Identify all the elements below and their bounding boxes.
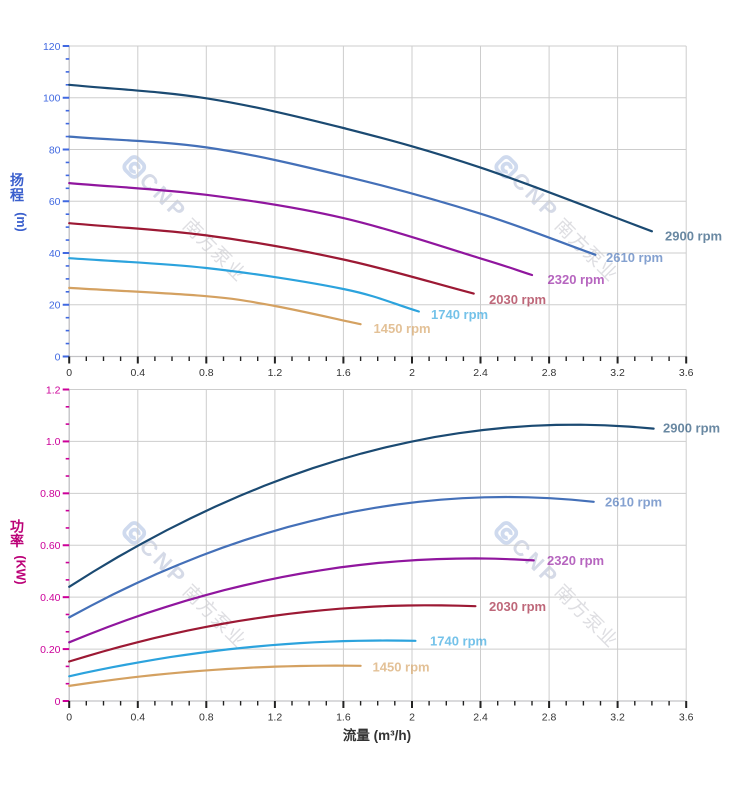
svg-text:1.6: 1.6: [336, 367, 351, 379]
svg-text:60: 60: [49, 196, 61, 208]
svg-text:1450 rpm: 1450 rpm: [374, 321, 431, 336]
svg-text:2: 2: [409, 712, 415, 724]
svg-text:功: 功: [10, 519, 24, 535]
svg-text:2.8: 2.8: [542, 712, 557, 724]
svg-text:2320 rpm: 2320 rpm: [548, 272, 605, 287]
svg-text:0.8: 0.8: [199, 712, 214, 724]
svg-text:1.2: 1.2: [46, 384, 61, 396]
svg-text:3.2: 3.2: [610, 367, 625, 379]
svg-text:2.4: 2.4: [473, 367, 488, 379]
svg-text:2320 rpm: 2320 rpm: [547, 553, 604, 568]
svg-text:(m): (m): [14, 212, 28, 231]
svg-text:1.6: 1.6: [336, 712, 351, 724]
svg-text:扬: 扬: [10, 172, 24, 188]
svg-text:0.4: 0.4: [130, 367, 145, 379]
svg-text:2030 rpm: 2030 rpm: [489, 292, 546, 307]
svg-text:2900 rpm: 2900 rpm: [663, 421, 720, 436]
svg-text:程: 程: [10, 187, 24, 203]
svg-text:(KW): (KW): [14, 555, 28, 584]
svg-text:2900 rpm: 2900 rpm: [665, 229, 722, 244]
svg-text:1.2: 1.2: [268, 712, 283, 724]
svg-text:0.8: 0.8: [199, 367, 214, 379]
svg-text:0: 0: [55, 351, 61, 363]
svg-text:2030 rpm: 2030 rpm: [489, 599, 546, 614]
svg-text:2610 rpm: 2610 rpm: [606, 250, 663, 265]
svg-text:0: 0: [66, 367, 72, 379]
svg-text:0.4: 0.4: [130, 712, 145, 724]
svg-text:率: 率: [10, 533, 24, 549]
svg-text:2.4: 2.4: [473, 712, 488, 724]
svg-text:0.60: 0.60: [40, 540, 61, 552]
svg-text:0: 0: [66, 712, 72, 724]
svg-text:1740 rpm: 1740 rpm: [430, 633, 487, 648]
svg-text:80: 80: [49, 144, 61, 156]
svg-text:0: 0: [55, 696, 61, 708]
svg-text:3.6: 3.6: [679, 367, 694, 379]
svg-text:40: 40: [49, 248, 61, 260]
svg-text:1450 rpm: 1450 rpm: [373, 660, 430, 675]
svg-text:120: 120: [43, 41, 61, 53]
svg-text:0.80: 0.80: [40, 488, 61, 500]
svg-text:1.2: 1.2: [268, 367, 283, 379]
svg-text:3.6: 3.6: [679, 712, 694, 724]
svg-text:2610 rpm: 2610 rpm: [605, 495, 662, 510]
svg-text:3.2: 3.2: [610, 712, 625, 724]
svg-text:1.0: 1.0: [46, 436, 61, 448]
svg-text:流量 (m³/h): 流量 (m³/h): [343, 727, 411, 743]
svg-text:1740 rpm: 1740 rpm: [431, 307, 488, 322]
svg-text:0.20: 0.20: [40, 644, 61, 656]
svg-text:0.40: 0.40: [40, 592, 61, 604]
svg-text:100: 100: [43, 93, 61, 105]
svg-text:2: 2: [409, 367, 415, 379]
svg-text:20: 20: [49, 300, 61, 312]
svg-text:2.8: 2.8: [542, 367, 557, 379]
